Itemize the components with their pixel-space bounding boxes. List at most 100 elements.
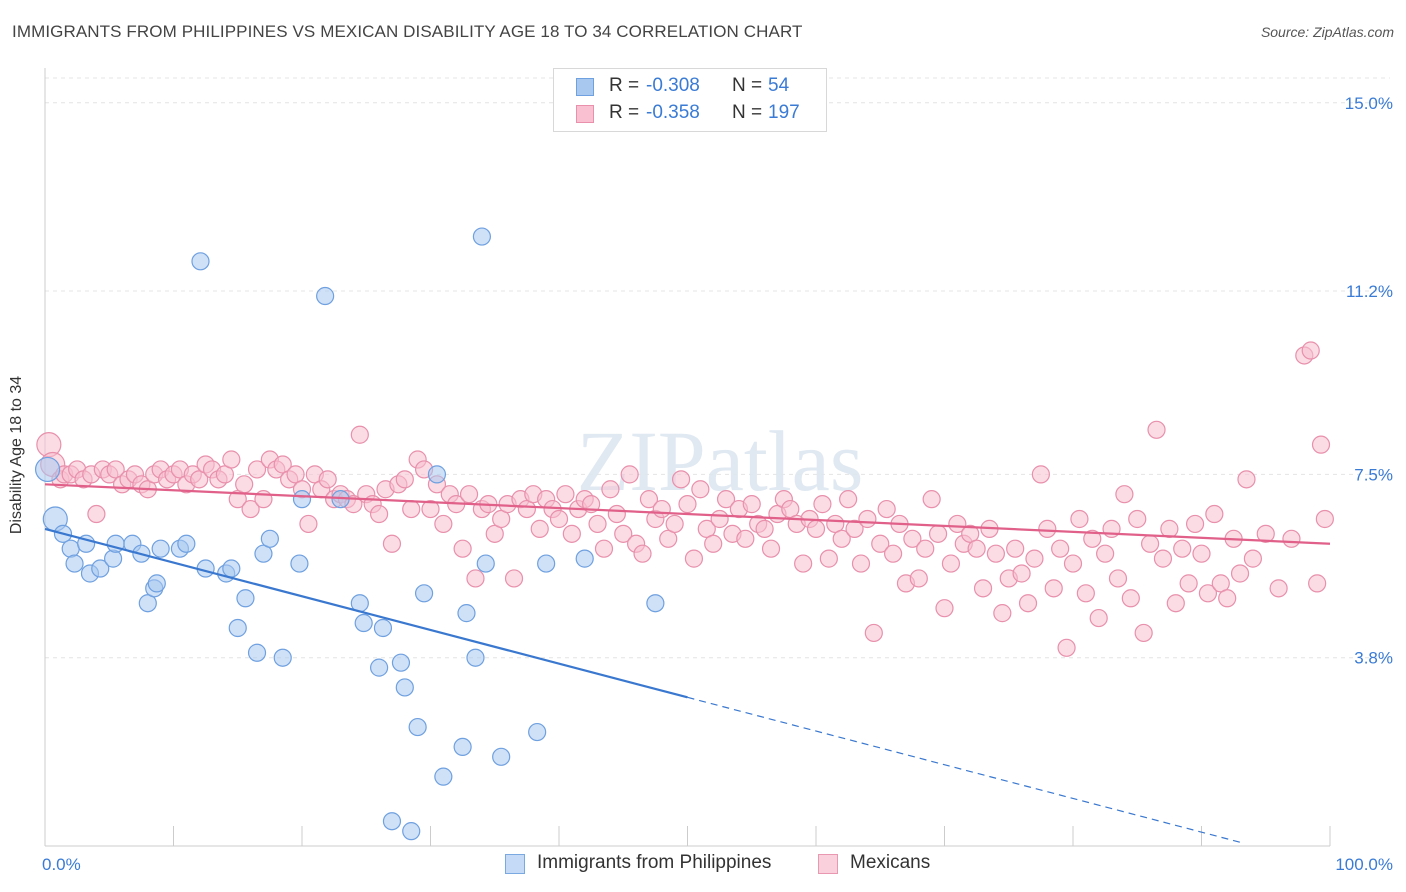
legend-n-value: 197 [768, 102, 800, 123]
point-mexicans [395, 470, 414, 489]
point-mexicans [761, 539, 781, 558]
point-mexicans [1025, 549, 1044, 568]
point-mexicans [1012, 564, 1031, 583]
point-mexicans [1269, 579, 1288, 598]
y-tick-label: 7.5% [1354, 465, 1393, 484]
point-mexicans [318, 470, 337, 489]
point-philippines [222, 559, 241, 578]
point-mexicans [1311, 435, 1331, 454]
legend-n-label: N = [732, 102, 763, 123]
point-mexicans [1038, 519, 1057, 538]
point-philippines [273, 648, 292, 667]
point-mexicans [1218, 589, 1237, 608]
point-mexicans [883, 544, 903, 563]
point-mexicans [1185, 514, 1205, 534]
point-mexicans [382, 534, 402, 553]
point-mexicans [1301, 341, 1320, 360]
legend-stats-row-philippines: R = -0.308 N = 54 [554, 75, 826, 99]
point-mexicans [845, 519, 864, 538]
point-mexicans [453, 539, 472, 558]
point-mexicans [1031, 465, 1050, 484]
point-mexicans [1096, 544, 1115, 563]
point-philippines [151, 539, 170, 558]
point-philippines [395, 678, 414, 697]
point-philippines [236, 589, 255, 608]
point-philippines [382, 812, 402, 831]
legend-n-label: N = [732, 75, 763, 96]
point-mexicans [1153, 549, 1173, 568]
point-philippines [434, 767, 453, 786]
point-mexicans [504, 569, 524, 588]
point-mexicans [1256, 524, 1275, 543]
point-mexicans [742, 495, 761, 514]
point-mexicans [871, 534, 890, 553]
point-mexicans [877, 499, 896, 519]
trend-line-mexicans [44, 483, 1331, 545]
point-philippines [457, 604, 476, 623]
point-mexicans [1089, 608, 1108, 628]
point-mexicans [671, 470, 691, 489]
data-points [34, 227, 1334, 841]
y-tick-label: 15.0% [1345, 94, 1393, 113]
point-philippines [65, 554, 84, 573]
legend-swatch-mexicans [576, 105, 594, 123]
point-mexicans [1243, 549, 1263, 568]
trend-lines [44, 483, 1331, 843]
point-mexicans [1198, 584, 1218, 603]
point-mexicans [1134, 623, 1153, 643]
legend-n-value: 54 [768, 75, 790, 96]
legend-swatch-philippines [576, 78, 594, 96]
point-philippines [370, 658, 389, 677]
point-mexicans [1173, 539, 1192, 558]
point-philippines [147, 574, 166, 593]
point-philippines [228, 618, 247, 638]
point-mexicans [402, 499, 421, 519]
point-philippines [316, 286, 335, 306]
point-mexicans [350, 425, 369, 444]
point-philippines [414, 584, 434, 603]
point-philippines [61, 539, 80, 558]
tick-labels: 3.8% 7.5% 11.2% 15.0% 0.0% 100.0% [42, 94, 1393, 874]
point-mexicans [691, 480, 710, 499]
point-mexicans [839, 490, 858, 509]
point-mexicans [247, 460, 267, 479]
trend-line-philippines [44, 527, 688, 699]
point-mexicans [1121, 589, 1140, 608]
point-philippines [34, 456, 61, 483]
point-mexicans [832, 529, 851, 548]
point-philippines [373, 618, 393, 638]
legend-stats-row-mexicans: R = -0.358 N = 197 [554, 102, 826, 126]
point-mexicans [973, 579, 993, 598]
point-mexicans [1315, 509, 1334, 529]
point-mexicans [459, 485, 479, 504]
point-mexicans [1044, 579, 1063, 598]
point-mexicans [421, 499, 440, 519]
point-philippines [177, 534, 196, 553]
point-mexicans [530, 519, 549, 538]
point-mexicans [299, 514, 318, 534]
point-mexicans [633, 544, 652, 563]
point-mexicans [986, 544, 1006, 563]
legend-r-label: R = [609, 102, 640, 123]
point-mexicans [1192, 544, 1211, 563]
trend-line-philippines-extension [687, 696, 1241, 843]
point-mexicans [967, 539, 986, 558]
point-mexicans [614, 524, 633, 543]
point-mexicans [736, 529, 755, 548]
point-mexicans [1076, 584, 1095, 603]
point-philippines [453, 737, 472, 757]
point-mexicans [858, 509, 877, 529]
point-mexicans [665, 514, 684, 534]
point-philippines [528, 722, 547, 742]
point-philippines [472, 227, 491, 246]
point-philippines [466, 648, 485, 667]
point-mexicans [235, 475, 254, 494]
point-mexicans [1051, 539, 1070, 558]
x-tick-label: 100.0% [1335, 855, 1393, 874]
point-mexicans [588, 514, 607, 534]
point-philippines [537, 554, 556, 573]
point-mexicans [716, 490, 736, 509]
point-philippines [91, 559, 110, 578]
point-mexicans [87, 504, 106, 524]
point-mexicans [755, 519, 774, 538]
